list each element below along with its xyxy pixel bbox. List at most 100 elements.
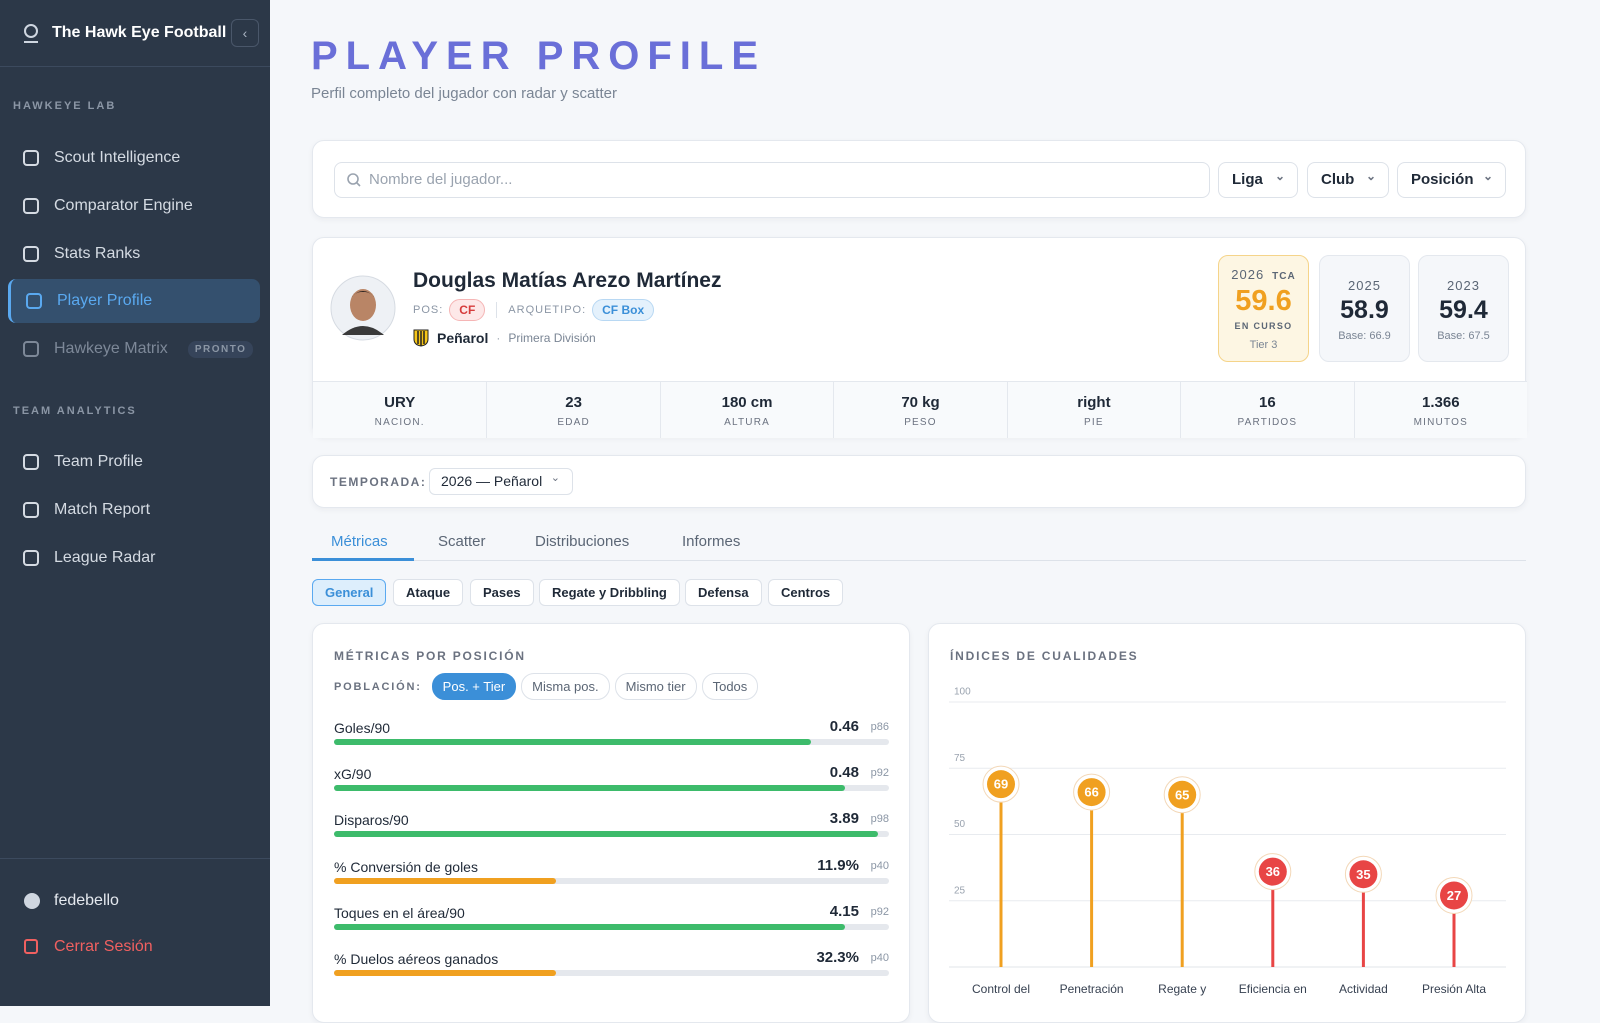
metric-row: Disparos/90 3.89 p98 xyxy=(334,810,889,858)
stat-value: 180 cm xyxy=(721,394,773,411)
metric-row: xG/90 0.48 p92 xyxy=(334,764,889,812)
panel-title: MÉTRICAS POR POSICIÓN xyxy=(334,649,526,663)
player-name: Douglas Matías Arezo Martínez xyxy=(413,269,722,292)
population-option[interactable]: Pos. + Tier xyxy=(431,673,517,700)
season-year: 2026 xyxy=(1231,267,1265,282)
metric-name: xG/90 xyxy=(334,766,372,783)
tab[interactable]: Métricas xyxy=(331,533,388,550)
brand-logo xyxy=(24,24,38,43)
tab[interactable]: Informes xyxy=(682,533,741,550)
subtab[interactable]: Defensa xyxy=(685,579,762,606)
logout[interactable]: Cerrar Sesión xyxy=(54,938,153,955)
stat-label: PARTIDOS xyxy=(1237,417,1298,428)
metric-track xyxy=(334,877,889,884)
collapse-button[interactable]: ‹ xyxy=(231,19,259,47)
data-label: 36 xyxy=(1266,864,1280,879)
metric-track xyxy=(334,785,889,792)
stat-label: MINUTOS xyxy=(1413,417,1468,428)
season-base: Base: 66.9 xyxy=(1338,330,1391,342)
nav-item[interactable]: League Radar xyxy=(8,536,260,580)
nav-label: Team Profile xyxy=(54,453,143,470)
data-label: 69 xyxy=(994,777,1008,792)
subtab[interactable]: Regate y Dribbling xyxy=(539,579,680,606)
x-tick-label: Regate y xyxy=(1158,982,1206,996)
player-card: Douglas Matías Arezo Martínez POS: CF AR… xyxy=(312,237,1527,438)
stat-cell: 70 kg PESO xyxy=(833,381,1007,438)
sidebar: The Hawk Eye Football ‹ HAWKEYE LAB Scout… xyxy=(0,0,270,1006)
season-status: EN CURSO xyxy=(1234,321,1293,331)
y-tick-label: 25 xyxy=(954,885,966,896)
subtab[interactable]: Centros xyxy=(768,579,844,606)
metric-track xyxy=(334,739,889,745)
population-option[interactable]: Misma pos. xyxy=(521,673,610,700)
filter-dropdown[interactable]: Club xyxy=(1307,159,1389,198)
league-name: Primera División xyxy=(508,331,596,345)
season-tag: TCA xyxy=(1272,271,1296,282)
metric-name: Toques en el área/90 xyxy=(334,904,465,921)
nav-item[interactable]: Stats Ranks xyxy=(8,232,260,276)
nav-item[interactable]: Match Report xyxy=(8,488,260,532)
search-input[interactable]: Nombre del jugador... xyxy=(334,162,1210,198)
x-tick-label: Eficiencia en xyxy=(1239,982,1307,996)
lollipop-dot xyxy=(1258,857,1287,886)
metric-row: Toques en el área/90 4.15 p92 xyxy=(334,903,889,951)
stat-label: EDAD xyxy=(557,417,590,428)
metric-name: Goles/90 xyxy=(334,720,391,736)
season-card: 2026 TCA 59.6 EN CURSO Tier 3 xyxy=(1218,255,1309,362)
qualities-panel: ÍNDICES DE CUALIDADES 25 50 75 100 69 Control… xyxy=(928,623,1526,1023)
subtab[interactable]: General xyxy=(312,579,387,606)
search-icon xyxy=(347,173,361,187)
nav-item[interactable]: Comparator Engine xyxy=(8,184,260,228)
subtab[interactable]: Ataque xyxy=(393,579,464,606)
metric-track xyxy=(334,970,889,976)
logout-icon xyxy=(24,939,38,954)
nav-label: Stats Ranks xyxy=(54,245,141,262)
metric-bar xyxy=(334,785,845,792)
filter-dropdown[interactable]: Posición xyxy=(1397,159,1506,198)
season-year-row: 2026 TCA xyxy=(1219,267,1308,282)
stat-value: 23 xyxy=(565,394,582,411)
season-select[interactable]: 2026 — Peñarol ⌄ xyxy=(429,468,573,495)
metric-value: 0.46 xyxy=(829,718,859,735)
nav-item[interactable]: Scout Intelligence xyxy=(8,136,260,180)
nav-label: Scout Intelligence xyxy=(54,149,181,166)
position-row: POS: CF ARQUETIPO: CF Box xyxy=(413,299,655,321)
separator xyxy=(496,302,498,318)
metric-track xyxy=(334,923,889,930)
stat-label: PIE xyxy=(1084,417,1104,428)
season-card: TEMPORADA: 2026 — Peñarol ⌄ xyxy=(312,455,1526,508)
population-option[interactable]: Mismo tier xyxy=(614,673,697,700)
lollipop-dot xyxy=(1168,780,1197,809)
nav-icon xyxy=(23,502,39,518)
nav-item[interactable]: Player Profile xyxy=(8,279,260,323)
stat-value: 16 xyxy=(1259,394,1276,411)
metric-value: 11.9% xyxy=(817,856,859,874)
population-option[interactable]: Todos xyxy=(701,673,759,700)
tabs-line xyxy=(312,560,1526,561)
x-tick-label: Presión Alta xyxy=(1422,982,1486,996)
stat-label: NACION. xyxy=(374,417,425,428)
metric-percentile: p40 xyxy=(870,859,889,872)
filter-dropdown[interactable]: Liga xyxy=(1218,159,1298,198)
season-score: 58.9 xyxy=(1340,296,1389,324)
y-tick-label: 75 xyxy=(954,753,966,764)
stat-value: URY xyxy=(384,394,416,411)
nav-label: Hawkeye Matrix xyxy=(54,340,168,357)
nav-badge: PRONTO xyxy=(187,340,254,358)
user-icon xyxy=(24,893,40,909)
tab[interactable]: Distribuciones xyxy=(535,533,630,550)
nav-icon xyxy=(26,293,42,309)
user-name: fedebello xyxy=(54,892,119,909)
nav-item[interactable]: Hawkeye Matrix PRONTO xyxy=(8,327,260,371)
stat-label: PESO xyxy=(904,417,937,428)
lollipop-dot xyxy=(1440,881,1468,910)
tab[interactable]: Scatter xyxy=(438,533,486,550)
metric-row: Goles/90 0.46 p86 xyxy=(334,718,889,766)
season-card: 2025 58.9 Base: 66.9 xyxy=(1319,255,1410,362)
nav-item[interactable]: Team Profile xyxy=(8,440,260,484)
metric-bar xyxy=(334,877,556,884)
stat-cell: 16 PARTIDOS xyxy=(1180,381,1354,438)
divider xyxy=(0,858,270,859)
subtab[interactable]: Pases xyxy=(470,579,534,606)
lollipop-dot xyxy=(1349,860,1378,889)
